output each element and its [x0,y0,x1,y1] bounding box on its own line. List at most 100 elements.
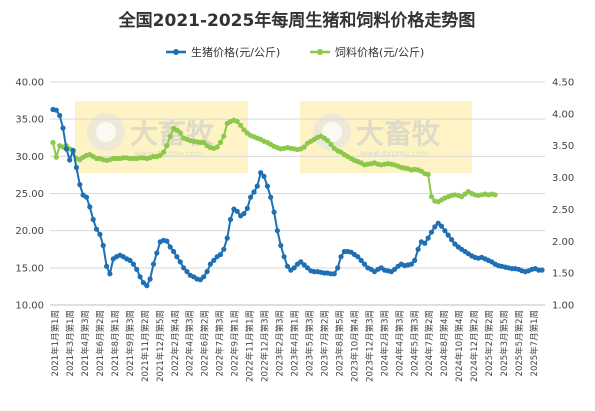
chart-title: 全国2021-2025年每周生猪和饲料价格走势图 [118,10,476,31]
x-axis-tick: 2022年9月第1周 [230,310,241,376]
hog-price-point [428,229,435,235]
hog-price-point [127,257,133,263]
hog-price-point [355,254,361,260]
hog-price-point [70,147,76,153]
legend-feed-label: 饲料价格(元/公斤) [335,45,424,59]
left-axis-tick: 10.00 [15,301,44,312]
hog-price-point [77,182,83,188]
hog-price-point [445,232,451,238]
hog-price-point [412,257,418,263]
right-axis-tick: 1.50 [552,269,574,280]
hog-price-point [184,269,190,275]
watermark-text: 大畜牧 [356,117,441,150]
left-axis-tick: 40.00 [15,78,44,89]
hog-price-point [358,257,364,263]
x-axis-tick: 2024年5月第3周 [409,310,420,376]
hog-price-point [83,194,90,200]
x-axis-tick: 2021年12月第5周 [155,310,166,382]
left-axis-tick: 25.00 [15,189,44,200]
hog-price-point [177,259,183,265]
feed-price-point [214,144,220,150]
x-axis-tick: 2021年8月第1周 [110,310,121,376]
right-axis-tick: 2.50 [552,205,574,216]
legend-item-hog: 生猪价格(元/公斤) [166,45,280,59]
feed-price-point [234,118,240,125]
right-axis-tick: 2.00 [552,237,574,248]
hog-price-point [154,250,160,256]
right-axis-tick: 3.00 [552,173,574,184]
x-axis-tick: 2022年6月第2周 [200,310,211,376]
feed-price-point [201,139,207,146]
feed-price-point [177,130,183,136]
x-axis-tick: 2023年2月第3周 [275,310,286,376]
hog-price-point [304,265,311,271]
legend-feed-marker [317,49,323,55]
hog-price-point [278,242,284,249]
left-axis-tick: 20.00 [15,226,44,237]
hog-price-point [254,183,260,189]
legend-hog-label: 生猪价格(元/公斤) [191,45,280,59]
x-axis-tick: 2024年4月第3周 [394,310,405,376]
x-axis-tick: 2023年8月第5周 [334,310,345,376]
x-axis-tick: 2023年4月第1周 [290,310,301,376]
x-axis-tick: 2024年8月第4周 [439,310,450,376]
hog-price-point [392,266,398,272]
x-axis-tick: 2022年12月第3周 [260,310,271,382]
right-axis-tick: 3.50 [552,141,574,152]
hog-price-point [140,280,146,286]
feed-price-point [217,139,224,146]
feed-price-point [50,139,56,146]
feed-price-point [241,127,247,133]
hog-price-point [130,261,136,267]
feed-price-point [53,154,59,160]
x-axis-tick: 2023年12月第3周 [364,310,375,382]
hog-price-point [298,259,304,265]
hog-price-point [134,266,140,272]
right-axis-tick: 4.50 [552,78,574,89]
series-feed-price [50,117,498,205]
x-axis-tick: 2024年2月第3周 [379,310,390,376]
hog-price-point [201,274,207,280]
hog-price-point [104,263,110,269]
hog-price-point [452,241,458,247]
hog-price-point [271,209,277,215]
x-axis-tick: 2023年5月第3周 [304,310,315,376]
x-axis-tick: 2023年7月第2周 [319,310,330,376]
feed-price-point [492,192,498,198]
feed-price-point [167,133,173,139]
hog-price-point [53,107,59,113]
hog-price-point [442,228,448,234]
left-axis-tick: 35.00 [15,115,44,126]
x-axis-tick: 2023年10月第4周 [349,310,360,382]
x-axis-tick: 2024年10月第4周 [454,310,465,382]
hog-price-point [241,211,247,217]
hog-price-point [67,157,73,163]
hog-price-point [335,265,341,271]
x-axis-tick: 2024年7月第2周 [424,310,435,376]
watermark-subtext: www.dxumu.com [360,149,429,158]
left-axis: 10.00 15.00 20.00 25.00 30.00 35.00 40.00 [15,78,44,312]
legend-item-feed: 饲料价格(元/公斤) [310,45,424,59]
hog-price-point [281,254,287,260]
right-axis: 1.00 1.50 2.00 2.50 3.00 3.50 4.00 4.50 [552,78,574,312]
x-axis-tick: 2022年4月第3周 [185,310,196,376]
hog-price-point [57,112,63,119]
feed-price-point [160,149,167,155]
hog-price-point [261,173,267,179]
hog-price-point [422,240,428,246]
hog-price-point [60,125,66,131]
feed-price-point [301,144,307,150]
x-axis-tick: 2025年5月第2周 [514,310,525,376]
hog-price-point [211,257,217,263]
hog-price-point [100,242,106,249]
x-axis-tick: 2022年11月第1周 [245,310,256,382]
hog-price-point [251,189,257,195]
hog-price-point [90,216,96,223]
hog-price-point [248,194,254,200]
hog-price-point [97,231,103,237]
hog-price-point [425,235,431,241]
hog-price-point [181,265,187,271]
hog-price-point [234,208,240,214]
hog-price-point [264,183,270,189]
feed-price-point [221,133,227,139]
